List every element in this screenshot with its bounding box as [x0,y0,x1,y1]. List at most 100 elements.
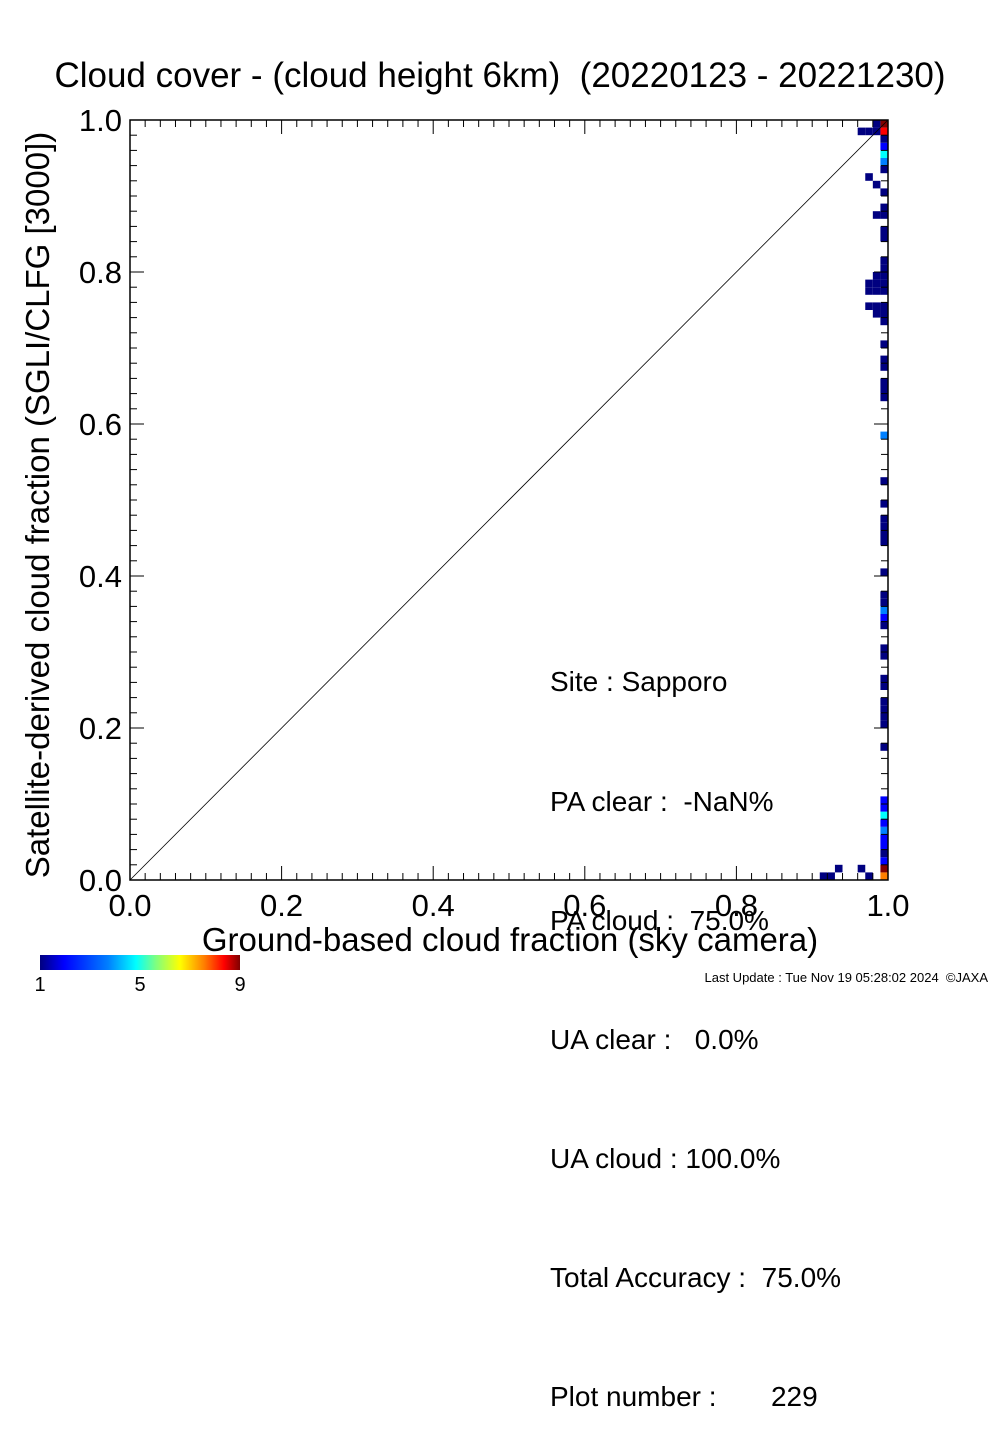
stats-panel: Site : Sapporo PA clear : -NaN% PA cloud… [550,583,841,1456]
heatmap-cell [880,287,888,295]
heatmap-cell [880,272,888,280]
heatmap-cell [880,621,888,630]
heatmap-cell [880,842,888,850]
colorbar-max-label: 9 [234,974,246,996]
heatmap-cell [880,804,888,812]
pa-clear-text: PA clear : -NaN% [550,785,774,817]
heatmap-cell [880,188,888,196]
heatmap-cell [872,302,881,310]
heatmap-cells [819,120,888,880]
heatmap-cell [880,431,888,440]
heatmap-cell [880,264,888,272]
heatmap-cell [880,644,888,652]
heatmap-cell [857,864,866,873]
y-tick-label: 0.8 [79,255,122,290]
heatmap-cell [819,872,828,880]
heatmap-cell [880,811,888,820]
heatmap-cell [880,819,888,827]
heatmap-cell [865,279,873,288]
heatmap-cell [880,522,888,531]
heatmap-cell [834,864,843,873]
y-tick-label: 0.4 [79,559,122,594]
heatmap-cell [880,796,888,804]
heatmap-cell [880,697,888,706]
heatmap-cell [880,857,888,865]
heatmap-cell [880,310,888,318]
y-tick-label: 0.0 [79,863,122,898]
axis-ticks [129,119,889,881]
heatmap-cell [880,614,888,622]
heatmap-cell [880,849,888,858]
x-tick-label: 1.0 [866,888,909,923]
heatmap-cell [880,864,888,873]
heatmap-cell [880,598,888,607]
x-tick-label: 0.4 [412,888,455,923]
x-tick-label: 0.2 [260,888,303,923]
heatmap-cell [880,720,888,728]
heatmap-cell [880,712,888,721]
chart-title: Cloud cover - (cloud height 6km) (202201… [54,56,946,95]
heatmap-cell [880,234,888,242]
heatmap-cell [827,872,835,880]
y-tick-label: 0.6 [79,407,122,442]
heatmap-cell [880,150,888,158]
heatmap-cell [872,279,881,288]
plot-number-text: Plot number : 229 [550,1381,818,1413]
heatmap-cell [880,500,888,508]
x-tick-label: 0.8 [715,888,758,923]
heatmap-cell [872,211,881,219]
heatmap-cell [880,872,888,880]
ua-cloud-text: UA cloud : 100.0% [550,1142,781,1174]
heatmap-cell [880,652,888,660]
heatmap-cell [865,302,873,310]
colorbar [40,955,240,970]
heatmap-cell [872,272,881,280]
last-update-text: Last Update : Tue Nov 19 05:28:02 2024 ©… [704,970,989,985]
heatmap-cell [880,142,888,151]
one-to-one-line [129,119,889,881]
heatmap-cell [880,682,888,690]
x-tick-label: 0.6 [563,888,606,923]
heatmap-cell [880,363,888,371]
heatmap-cell [865,173,873,181]
heatmap-cell [865,287,873,295]
heatmap-cell [872,120,881,128]
heatmap-cell [872,310,881,318]
heatmap-cell [880,591,888,599]
heatmap-cell [880,165,888,174]
heatmap-plot: 0.0 0.2 0.4 0.6 0.8 1.0 0.0 0.2 0.4 0.6 0.8 1.0 [79,103,910,923]
heatmap-cell [880,279,888,288]
x-axis-label: Ground-based cloud fraction (sky camera) [201,921,819,958]
heatmap-cell [880,302,888,310]
axis-tick-labels: 0.0 0.2 0.4 0.6 0.8 1.0 0.0 0.2 0.4 0.6 0.8 1.0 [79,103,910,923]
heatmap-cell [880,355,888,364]
colorbar-mid-label: 5 [134,974,146,996]
heatmap-cell [880,317,888,326]
ua-clear-text: UA clear : 0.0% [550,1023,759,1055]
heatmap-cell [880,826,888,835]
heatmap-cell [880,135,888,143]
total-accuracy-text: Total Accuracy : 75.0% [550,1261,842,1293]
heatmap-cell [880,203,888,212]
heatmap-cell [880,568,888,576]
y-tick-label: 0.2 [79,711,122,746]
heatmap-cell [880,834,888,842]
heatmap-cell [880,606,888,614]
heatmap-cell [872,287,881,295]
heatmap-cell [865,127,873,136]
y-tick-label: 1.0 [79,103,122,138]
heatmap-cell [865,872,873,880]
heatmap-cell [880,256,888,265]
heatmap-cell [880,743,888,751]
heatmap-cell [880,386,888,394]
pa-cloud-text: PA cloud : 75.0% [550,904,769,936]
heatmap-cell [872,180,881,189]
colorbar-min-label: 1 [34,974,46,996]
site-text: Site : Sapporo [550,666,728,698]
heatmap-cell [880,530,888,538]
x-tick-label: 0.0 [108,888,151,923]
heatmap-cell [880,158,888,166]
heatmap-cell [880,705,888,713]
heatmap-cell [880,340,888,348]
heatmap-cell [880,226,888,234]
